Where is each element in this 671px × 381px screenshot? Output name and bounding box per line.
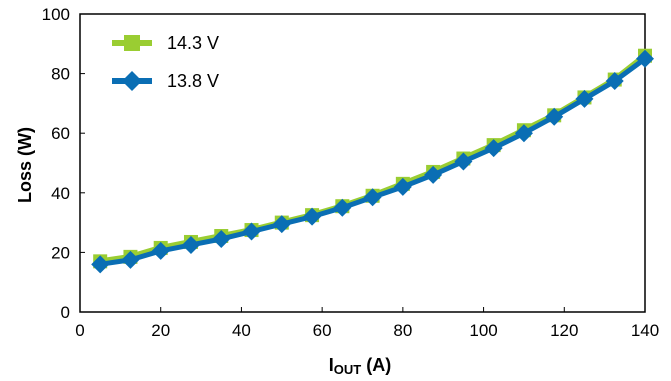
- y-axis-title: Loss (W): [15, 127, 35, 203]
- data-point-13-8-v: [605, 72, 624, 91]
- data-point-13-8-v: [181, 235, 200, 254]
- plot-frame: [79, 13, 646, 313]
- data-point-13-8-v: [454, 152, 473, 171]
- x-tick-label: 0: [75, 321, 84, 340]
- legend-marker-square: [124, 35, 140, 51]
- data-point-13-8-v: [333, 198, 352, 217]
- data-point-13-8-v: [121, 250, 140, 269]
- legend-label-13-8v: 13.8 V: [167, 71, 219, 91]
- data-point-13-8-v: [484, 139, 503, 158]
- data-point-13-8-v: [303, 207, 322, 226]
- data-point-13-8-v: [91, 255, 110, 274]
- x-tick-label: 100: [469, 321, 497, 340]
- data-point-13-8-v: [242, 222, 261, 241]
- y-tick-label: 0: [61, 303, 70, 322]
- data-point-13-8-v: [393, 177, 412, 196]
- x-tick-label: 80: [393, 321, 412, 340]
- data-point-13-8-v: [424, 165, 443, 184]
- data-point-13-8-v: [363, 188, 382, 207]
- y-tick-label: 40: [51, 184, 70, 203]
- x-tick-label: 120: [550, 321, 578, 340]
- x-tick-label: 20: [151, 321, 170, 340]
- data-point-13-8-v: [545, 107, 564, 126]
- legend-item-14-3v: 14.3 V: [112, 33, 219, 53]
- x-tick-label: 60: [313, 321, 332, 340]
- data-point-13-8-v: [575, 89, 594, 108]
- data-point-13-8-v: [151, 241, 170, 260]
- x-axis-title-sub: OUT: [334, 362, 362, 377]
- y-tick-label: 20: [51, 243, 70, 262]
- data-point-13-8-v: [272, 215, 291, 234]
- legend-label-14-3v: 14.3 V: [167, 33, 219, 53]
- x-axis-title-main: I: [329, 355, 334, 375]
- data-point-13-8-v: [514, 124, 533, 143]
- y-tick-label: 60: [51, 124, 70, 143]
- data-point-13-8-v: [212, 229, 231, 248]
- x-axis-title: IOUT (A): [329, 355, 391, 377]
- x-axis-title-rest: (A): [361, 355, 391, 375]
- y-tick-label: 80: [51, 65, 70, 84]
- data-point-13-8-v: [636, 49, 654, 68]
- legend: 14.3 V 13.8 V: [112, 33, 219, 91]
- x-tick-label: 140: [631, 321, 659, 340]
- y-tick-label: 100: [42, 5, 70, 24]
- plot-area: 0 20 40 60 80 100 0 20 40 60 80 100 120 140: [42, 5, 660, 340]
- legend-marker-diamond: [122, 71, 142, 91]
- legend-item-13-8v: 13.8 V: [112, 71, 219, 91]
- x-tick-label: 40: [232, 321, 251, 340]
